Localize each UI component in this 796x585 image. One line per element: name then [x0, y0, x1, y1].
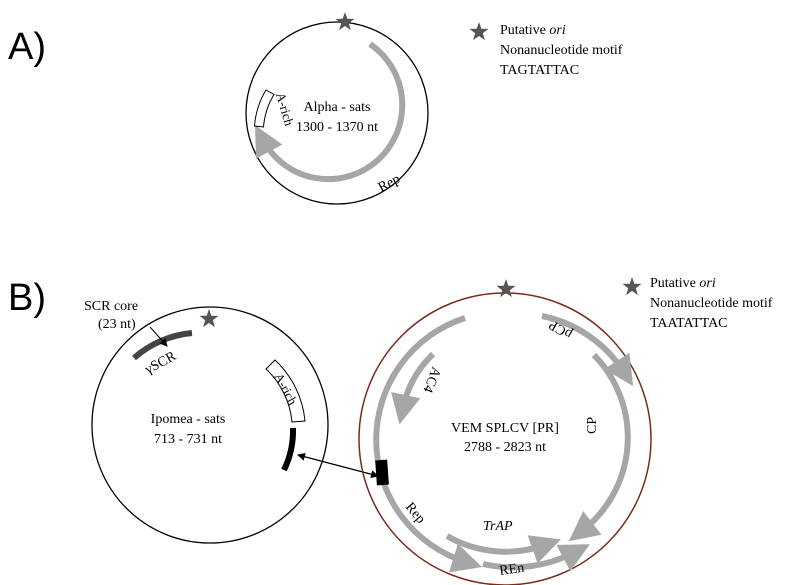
- legend-a-motif-label: Nonanucleotide motif: [500, 43, 623, 58]
- alpha-a-rich-label: A-rich: [273, 91, 297, 128]
- svg-text:Putative ori: Putative ori: [500, 23, 566, 38]
- panel-b-letter: B): [8, 277, 46, 319]
- helper-black-block: [375, 459, 389, 486]
- ipomea-a-rich-box: [265, 359, 306, 423]
- legend-b-putative: Putative: [650, 276, 699, 291]
- helper-ren-arrow: [482, 544, 590, 572]
- legend-b-ori: ori: [699, 276, 715, 291]
- ipomea-black-bar: [281, 427, 297, 472]
- scr-core-size-label: (23 nt): [98, 317, 136, 332]
- legend-a-motif-seq: TAGTATTAC: [500, 63, 579, 78]
- helper-trap-label: TrAP: [483, 519, 513, 534]
- helper-pcp-arrow: [541, 313, 634, 387]
- ipomea-circle-label: Ipomea - sats: [151, 412, 226, 427]
- gamma-scr-label: γSCR: [142, 349, 179, 378]
- legend-a-ori: ori: [549, 23, 565, 38]
- helper-ren-label: REn: [498, 561, 525, 579]
- helper-ori-star-icon: [496, 279, 516, 298]
- ipomea-size-label: 713 - 731 nt: [154, 432, 222, 447]
- helper-circle-label: VEM SPLCV [PR]: [451, 421, 559, 436]
- alpha-rep-arrow: [255, 41, 406, 183]
- alpha-ori-star-icon: [335, 12, 355, 31]
- helper-cp-label: CP: [585, 417, 600, 434]
- panel-a-letter: A): [8, 26, 46, 68]
- legend-a-star-icon: [469, 22, 489, 41]
- panel-b: B) γSCR SCR core (23 nt) A-rich Ipomea -…: [8, 276, 773, 585]
- helper-ac4-arrow: [391, 351, 436, 425]
- ipomea-ori-star-icon: [199, 309, 219, 328]
- interaction-double-arrow: [297, 452, 379, 479]
- svg-text:Putative ori: Putative ori: [650, 276, 716, 291]
- helper-virus-circle: [358, 292, 652, 585]
- panel-a: A) A-rich Alpha - sats 1300 - 1370 nt Re…: [8, 12, 623, 205]
- alpha-sat-circle: [245, 21, 429, 205]
- scr-core-pointer-arrow: [149, 326, 168, 347]
- ipomea-sat-circle: [91, 306, 329, 544]
- alpha-rep-label: Rep: [376, 172, 403, 196]
- helper-trap-arrow: [445, 533, 561, 564]
- helper-rep-arrow: [373, 315, 483, 573]
- legend-b-star-icon: [622, 277, 642, 296]
- alpha-a-rich-box: [253, 89, 275, 128]
- alpha-size-label: 1300 - 1370 nt: [296, 120, 378, 135]
- legend-b-motif-label: Nonanucleotide motif: [650, 296, 773, 311]
- helper-size-label: 2788 - 2823 nt: [464, 440, 546, 455]
- legend-a-putative: Putative: [500, 23, 549, 38]
- scr-core-label: SCR core: [84, 299, 138, 314]
- helper-cp-arrow: [568, 352, 631, 542]
- legend-b-motif-seq: TAATATTAC: [650, 316, 728, 331]
- alpha-circle-label: Alpha - sats: [304, 100, 371, 115]
